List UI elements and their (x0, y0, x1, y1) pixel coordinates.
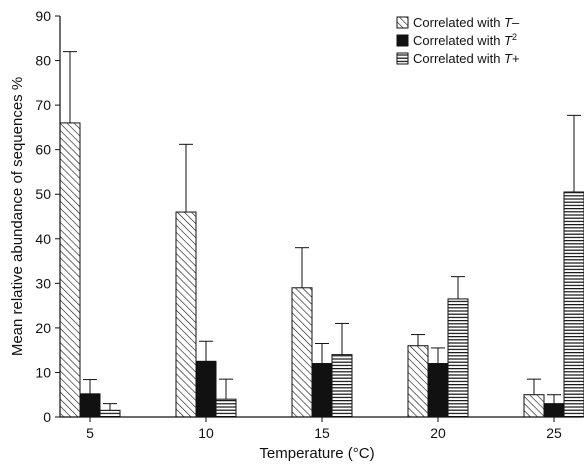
plot-area (59, 51, 584, 418)
bar-series-3-cat-5 (99, 409, 121, 418)
legend-swatch (396, 16, 409, 29)
y-tick-label: 50 (35, 186, 51, 202)
y-tick-label: 30 (35, 275, 51, 291)
bar-series-1-cat-20 (407, 345, 429, 418)
error-bar (103, 403, 117, 411)
x-axis-title: Temperature (°C) (259, 445, 374, 462)
error-bar (295, 247, 309, 288)
x-tick-label: 10 (198, 425, 214, 441)
y-tick-label: 0 (43, 409, 51, 425)
error-bar (527, 378, 541, 395)
bar-series-2-cat-5 (79, 393, 101, 418)
x-axis-ticks: 5 10 15 20 25 (86, 417, 562, 441)
bar-series-2-cat-10 (195, 360, 217, 418)
y-axis-title: Mean relative abundance of sequences % (9, 77, 26, 356)
y-tick-label: 60 (35, 142, 51, 158)
bar-series-2-cat-15 (311, 363, 333, 418)
bar-series-2-cat-25 (543, 403, 565, 418)
y-axis-ticks: 0 10 20 30 40 50 60 70 80 90 (35, 8, 60, 425)
error-bar (547, 394, 561, 404)
legend-item: Correlated with T– (396, 15, 520, 30)
bar-series-1-cat-10 (175, 211, 197, 418)
y-tick-label: 20 (35, 320, 51, 336)
error-bar (567, 114, 581, 192)
y-tick-label: 10 (35, 364, 51, 380)
legend-item: Correlated with T2 (396, 32, 517, 48)
legend-label: Correlated with T2 (413, 32, 517, 48)
x-tick-label: 5 (86, 425, 94, 441)
legend-label: Correlated with T+ (413, 51, 520, 66)
error-bar (179, 143, 193, 213)
legend-swatch (396, 52, 409, 65)
y-tick-label: 40 (35, 231, 51, 247)
error-bar (451, 276, 465, 299)
error-bar (431, 347, 445, 364)
y-tick-label: 90 (35, 8, 51, 24)
error-bar (411, 334, 425, 346)
bar-series-3-cat-10 (215, 398, 237, 418)
legend-label: Correlated with T– (413, 15, 520, 30)
bar-series-3-cat-25 (563, 191, 584, 418)
error-bar (335, 322, 349, 355)
error-bar (315, 342, 329, 364)
bar-series-3-cat-15 (331, 354, 353, 418)
bar-series-1-cat-5 (59, 122, 81, 418)
x-tick-label: 20 (430, 425, 446, 441)
y-tick-label: 70 (35, 97, 51, 113)
error-bar (83, 379, 97, 394)
x-tick-label: 25 (546, 425, 562, 441)
legend-item: Correlated with T+ (396, 51, 520, 66)
bar-series-3-cat-20 (447, 298, 469, 418)
x-tick-label: 15 (314, 425, 330, 441)
legend-swatch (396, 34, 409, 47)
bar-series-1-cat-15 (291, 287, 313, 418)
y-tick-label: 80 (35, 53, 51, 69)
bar-series-1-cat-25 (523, 394, 545, 418)
error-bar (199, 340, 213, 362)
legend: Correlated with T– Correlated with T2 Corr… (396, 15, 520, 66)
bar-series-2-cat-20 (427, 363, 449, 418)
error-bar (63, 51, 77, 123)
error-bar (219, 378, 233, 400)
